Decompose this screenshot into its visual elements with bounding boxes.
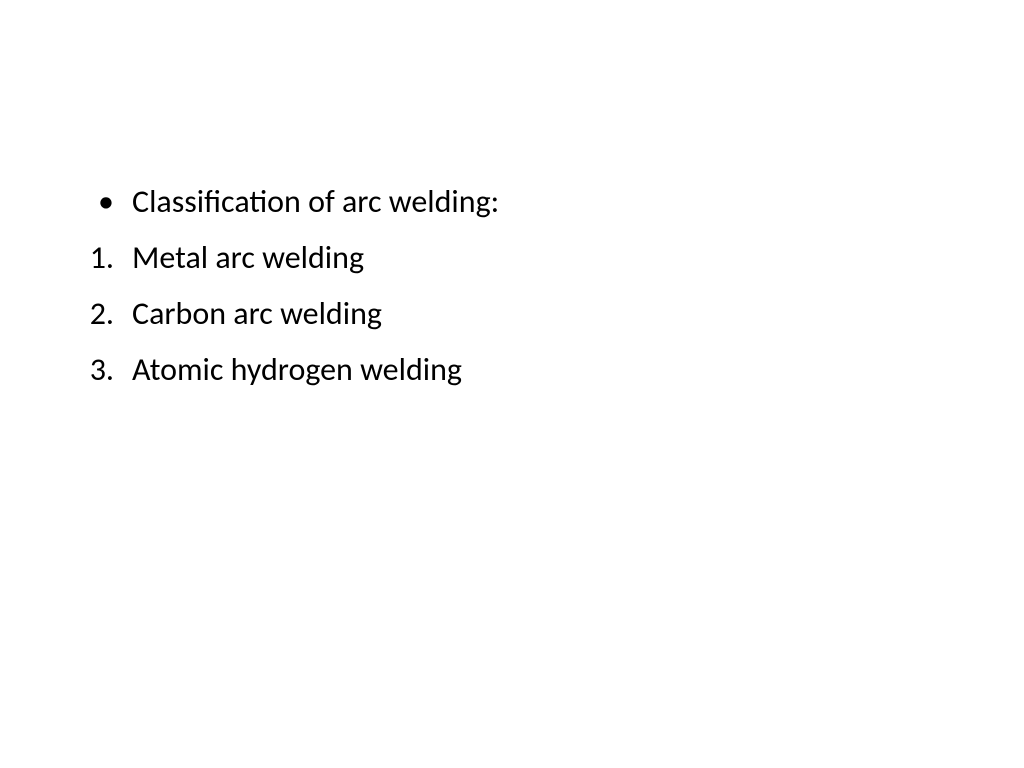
item-text: Carbon arc welding: [128, 290, 382, 338]
item-number: 1.: [84, 234, 128, 282]
list-item: 1. Metal arc welding: [84, 234, 1024, 282]
item-text: Atomic hydrogen welding: [128, 346, 462, 394]
bullet-marker: •: [84, 178, 128, 226]
list-item: 2. Carbon arc welding: [84, 290, 1024, 338]
item-number: 2.: [84, 290, 128, 338]
item-text: Metal arc welding: [128, 234, 364, 282]
heading-text: Classification of arc welding:: [128, 178, 499, 226]
list-item: 3. Atomic hydrogen welding: [84, 346, 1024, 394]
item-number: 3.: [84, 346, 128, 394]
heading-line: • Classification of arc welding:: [84, 178, 1024, 226]
